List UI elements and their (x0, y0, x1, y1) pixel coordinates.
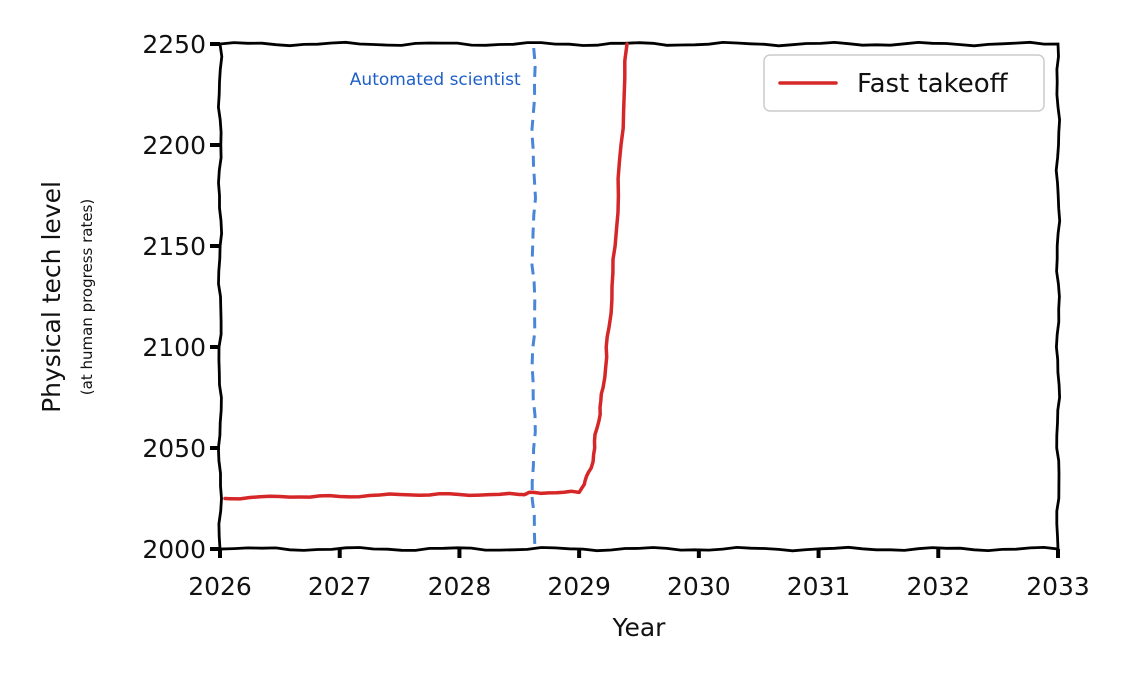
x-tick-label-2032: 2032 (906, 572, 970, 601)
x-tick-label-2026: 2026 (188, 572, 252, 601)
x-tick-label-2031: 2031 (787, 572, 851, 601)
x-tick-label-2027: 2027 (308, 572, 372, 601)
x-tick-label-2029: 2029 (547, 572, 611, 601)
y-axis-label: Physical tech level (37, 181, 66, 413)
x-tick-label-2030: 2030 (667, 572, 731, 601)
plot-frame (216, 40, 1062, 553)
y-tick-label-2100: 2100 (142, 333, 206, 362)
y-axis: 2000 2050 2100 2150 2200 2250 (142, 30, 220, 564)
automated-scientist-label: Automated scientist (350, 70, 521, 90)
plot-area (216, 40, 1062, 553)
y-tick-label-2050: 2050 (142, 434, 206, 463)
y-axis-sublabel: (at human progress rates) (78, 199, 96, 395)
x-axis-label: Year (612, 613, 667, 642)
legend-label-fast-takeoff: Fast takeoff (857, 69, 1009, 99)
legend: Fast takeoff (763, 54, 1045, 112)
y-tick-label-2250: 2250 (142, 30, 206, 59)
series-line-fast-takeoff (223, 42, 629, 501)
y-tick-label-2000: 2000 (142, 535, 206, 564)
annotation-vline-group: Automated scientist (350, 47, 538, 550)
x-axis: 2026 2027 2028 2029 2030 2031 2032 2033 (188, 549, 1090, 601)
y-tick-label-2150: 2150 (142, 232, 206, 261)
x-tick-label-2033: 2033 (1026, 572, 1090, 601)
automated-scientist-vline (530, 47, 538, 550)
legend-box (763, 54, 1045, 112)
series-group (223, 42, 629, 501)
x-tick-label-2028: 2028 (428, 572, 492, 601)
y-tick-label-2200: 2200 (142, 131, 206, 160)
